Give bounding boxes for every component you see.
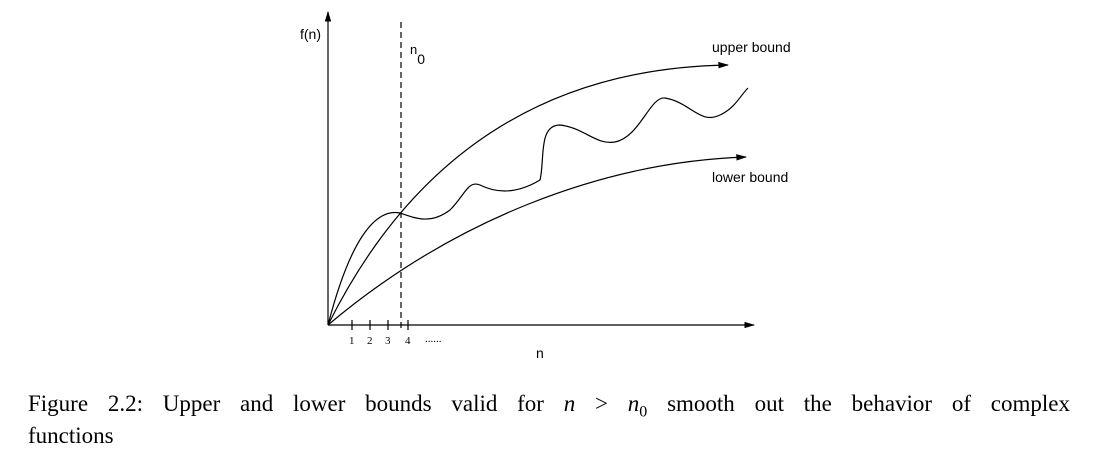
caption-math: > xyxy=(595,391,608,416)
x-tick-label: 3 xyxy=(385,335,391,347)
lower-curve xyxy=(327,154,748,326)
x-tick-label: ...... xyxy=(425,333,442,345)
caption-text: functions xyxy=(28,423,114,448)
caption-math: n xyxy=(563,391,576,416)
caption-math: n0 xyxy=(627,391,648,421)
upper-curve xyxy=(327,61,730,326)
caption-label: Figure 2.2: xyxy=(28,391,143,416)
caption: Figure 2.2: Upper and lower bounds valid… xyxy=(28,391,1070,422)
x-tick-label: 1 xyxy=(349,335,355,347)
caption-continued: functions xyxy=(28,423,1070,449)
threshold-sub: 0 xyxy=(417,51,425,67)
x-tick-label: 4 xyxy=(405,335,411,347)
threshold-base: n xyxy=(410,42,417,57)
caption-math: n xyxy=(627,391,640,416)
upper-label: upper bound xyxy=(712,39,791,55)
caption-text: Upper and lower bounds valid for xyxy=(162,391,544,416)
threshold-label: n0 xyxy=(410,42,425,67)
diagram: f(n) n0 upper bound lower bound n 1 2 3 … xyxy=(300,10,791,361)
caption-text: smooth out the behavior of complex xyxy=(667,391,1070,416)
caption-math: 0 xyxy=(639,403,648,421)
x-axis-label: n xyxy=(536,345,544,361)
lower-label: lower bound xyxy=(712,169,788,185)
function-curve xyxy=(327,87,749,326)
x-tick-label: 2 xyxy=(367,335,373,347)
y-axis-label: f(n) xyxy=(300,26,321,42)
